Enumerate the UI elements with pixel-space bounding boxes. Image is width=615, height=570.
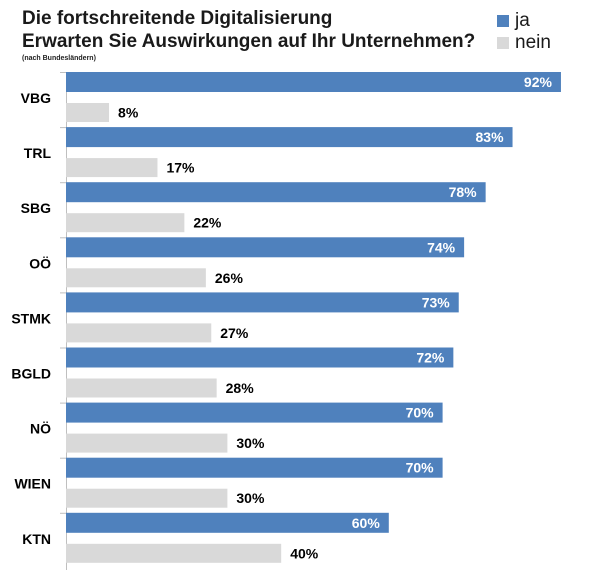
data-label-ja-stmk: 73%: [422, 294, 451, 310]
bar-ja-ktn: [66, 512, 389, 533]
bar-nein-trl: [66, 158, 158, 178]
legend-label-ja: ja: [515, 10, 530, 31]
bar-nein-wien: [66, 488, 228, 508]
data-label-ja-wien: 70%: [406, 460, 435, 476]
category-label-vbg: VBG: [21, 90, 51, 106]
data-label-nein-vbg: 8%: [118, 105, 139, 121]
data-label-ja-bgld: 72%: [416, 350, 445, 366]
bar-nein-ktn: [66, 543, 282, 563]
bar-ja-trl: [66, 127, 513, 148]
legend: ja nein: [497, 10, 551, 54]
bar-ja-noe: [66, 402, 443, 423]
category-label-trl: TRL: [24, 145, 52, 161]
category-label-noe: NÖ: [30, 421, 51, 437]
data-label-nein-trl: 17%: [166, 160, 195, 176]
bar-nein-bgld: [66, 378, 217, 398]
chart-note: (nach Bundesländern): [22, 55, 96, 62]
data-label-nein-ktn: 40%: [290, 545, 319, 561]
bar-ja-sbg: [66, 182, 486, 203]
bar-nein-stmk: [66, 323, 212, 343]
legend-swatch-ja: [497, 15, 509, 27]
legend-item-ja: ja: [497, 10, 551, 32]
data-label-nein-sbg: 22%: [193, 215, 222, 231]
data-label-ja-ktn: 60%: [352, 515, 381, 531]
bar-nein-sbg: [66, 213, 185, 233]
bar-ja-wien: [66, 457, 443, 478]
category-label-ooe: OÖ: [29, 255, 51, 271]
data-label-ja-sbg: 78%: [449, 184, 478, 200]
bar-ja-vbg: [66, 72, 561, 92]
category-label-stmk: STMK: [11, 310, 51, 326]
data-label-nein-noe: 30%: [236, 435, 265, 451]
data-label-nein-bgld: 28%: [226, 380, 255, 396]
bar-ja-ooe: [66, 237, 465, 258]
bar-ja-bgld: [66, 347, 454, 368]
data-label-ja-ooe: 74%: [427, 239, 456, 255]
legend-swatch-nein: [497, 37, 509, 49]
category-label-bgld: BGLD: [11, 366, 51, 382]
chart-title: Die fortschreitende Digitalisierung: [22, 8, 333, 29]
data-label-nein-ooe: 26%: [215, 270, 244, 286]
data-label-nein-stmk: 27%: [220, 325, 249, 341]
data-label-nein-wien: 30%: [236, 490, 265, 506]
category-label-sbg: SBG: [21, 200, 51, 216]
chart-subtitle: Erwarten Sie Auswirkungen auf Ihr Untern…: [22, 31, 476, 52]
legend-label-nein: nein: [515, 32, 551, 53]
category-label-ktn: KTN: [22, 531, 51, 547]
legend-item-nein: nein: [497, 32, 551, 54]
data-label-ja-trl: 83%: [476, 129, 505, 145]
data-label-ja-noe: 70%: [406, 405, 435, 421]
data-label-ja-vbg: 92%: [524, 74, 553, 90]
bar-ja-stmk: [66, 292, 459, 313]
category-label-wien: WIEN: [14, 476, 51, 492]
bar-nein-ooe: [66, 268, 206, 288]
bar-nein-noe: [66, 433, 228, 453]
bar-nein-vbg: [66, 103, 110, 122]
